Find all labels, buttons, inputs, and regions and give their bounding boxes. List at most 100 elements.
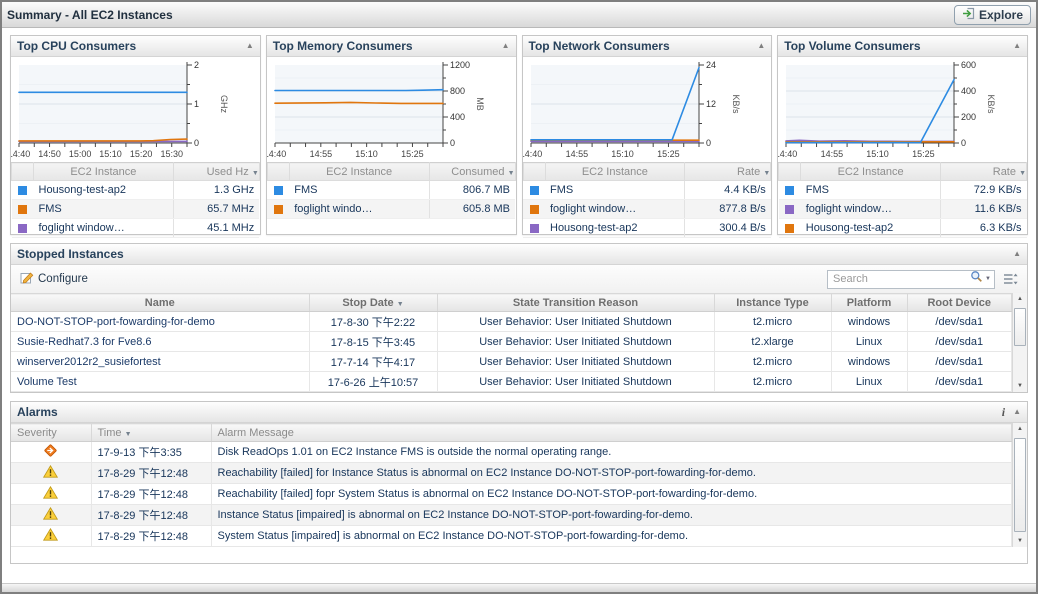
col-root-device[interactable]: Root Device [907,293,1012,312]
col-ec2-instance[interactable]: EC2 Instance [288,162,430,181]
instance-name[interactable]: foglight window… [545,199,685,219]
explore-button[interactable]: Explore [953,4,1031,25]
search-input[interactable] [833,273,971,285]
col-severity[interactable]: Severity [11,423,92,442]
svg-text:0: 0 [961,138,966,148]
svg-text:15:20: 15:20 [130,149,153,159]
svg-text:14:40: 14:40 [11,149,30,159]
instance-name[interactable]: foglight windo… [289,199,429,219]
stopped-instance-row[interactable]: Susie-Redhat7.3 for Fve8.6 17-8-15 下午3:4… [11,331,1012,352]
volume-chart: 0 200 400 600 14:40 14:55 15:10 15:25 KB/s [775,59,1027,161]
stopped-table-area: Name Stop Date ▼ State Transition Reason… [11,293,1027,392]
consumer-row[interactable]: Housong-test-ap2 300.4 B/s [523,218,771,238]
instance-name[interactable]: FMS [33,199,174,219]
scroll-thumb[interactable] [1014,308,1026,346]
instance-value: 605.8 MB [428,199,515,219]
alarm-row[interactable]: 17-8-29 下午12:48 Reachability [failed] fo… [11,483,1012,505]
consumer-row[interactable]: FMS 65.7 MHz [11,199,260,219]
col-name[interactable]: Name [11,293,310,312]
stopped-instance-row[interactable]: Volume Test 17-6-26 上午10:57 User Behavio… [11,371,1012,392]
col-stop-date[interactable]: Stop Date ▼ [309,293,438,312]
alarm-time: 17-8-29 下午12:48 [91,504,212,526]
consumer-row[interactable]: foglight window… 877.8 B/s [523,199,771,219]
col-alarm-message[interactable]: Alarm Message [211,423,1012,442]
col-rate[interactable]: Rate ▼ [940,162,1027,181]
info-icon[interactable]: i [1001,404,1006,419]
alarm-row[interactable]: 17-8-29 下午12:48 System Status [impaired]… [11,525,1012,547]
col-rate[interactable]: Rate ▼ [684,162,772,181]
scroll-up-icon[interactable]: ▲ [1017,296,1023,302]
alarms-scrollbar[interactable]: ▲ ▼ [1012,423,1027,547]
col-ec2-instance[interactable]: EC2 Instance [544,162,686,181]
consumer-row[interactable]: foglight window… 11.6 KB/s [778,199,1027,219]
content: Top CPU Consumers ▲ 01214:4014:5015:0015… [2,28,1036,564]
search-options-caret-icon[interactable]: ▼ [985,276,991,282]
instance-name[interactable]: foglight window… [33,218,174,238]
stopped-scrollbar[interactable]: ▲ ▼ [1012,293,1027,392]
series-color-swatch [18,204,27,214]
col-ec2-instance[interactable]: EC2 Instance [33,162,174,181]
bottom-scroll-strip[interactable] [2,583,1036,592]
svg-text:0: 0 [194,138,199,148]
col-instance-type[interactable]: Instance Type [714,293,832,312]
instance-name[interactable]: FMS [800,180,941,200]
instance-name[interactable]: Housong-test-ap2 [800,218,941,238]
svg-text:400: 400 [450,112,465,122]
instance-name-link[interactable]: Volume Test [11,371,310,392]
alarm-row[interactable]: 17-8-29 下午12:48 Instance Status [impaire… [11,504,1012,526]
table-customizer-icon[interactable] [1003,273,1018,285]
collapse-icon[interactable]: ▲ [1013,407,1021,416]
col-consumed[interactable]: Consumed ▼ [428,162,516,181]
consumer-row[interactable]: FMS 4.4 KB/s [523,180,771,200]
instance-name[interactable]: foglight window… [800,199,941,219]
instance-value: 806.7 MB [428,180,515,200]
alarm-row[interactable]: 17-9-13 下午3:35 Disk ReadOps 1.01 on EC2 … [11,441,1012,463]
svg-text:800: 800 [450,86,465,96]
consumer-row[interactable]: foglight window… 45.1 MHz [11,218,260,238]
svg-text:14:55: 14:55 [309,149,332,159]
memory-consumers-table: EC2 Instance Consumed ▼ FMS 806.7 MB fog… [266,162,516,219]
consumer-row[interactable]: foglight windo… 605.8 MB [267,199,515,219]
consumer-row[interactable]: FMS 806.7 MB [267,180,515,200]
col-time[interactable]: Time ▼ [91,423,212,442]
svg-text:KB/s: KB/s [731,94,741,114]
collapse-icon[interactable]: ▲ [1013,249,1021,258]
scroll-thumb[interactable] [1014,438,1026,532]
instance-name-link[interactable]: winserver2012r2_susiefortest [11,351,310,372]
consumer-row[interactable]: FMS 72.9 KB/s [778,180,1027,200]
stop-date: 17-8-30 下午2:22 [309,311,438,332]
alarm-message: Disk ReadOps 1.01 on EC2 Instance FMS is… [211,441,1012,463]
col-platform[interactable]: Platform [831,293,908,312]
instance-name[interactable]: Housong-test-ap2 [33,180,174,200]
consumer-row[interactable]: Housong-test-ap2 6.3 KB/s [778,218,1027,238]
svg-text:0: 0 [450,138,455,148]
configure-button[interactable]: Configure [20,271,88,287]
instance-name-link[interactable]: DO-NOT-STOP-port-fowarding-for-demo [11,311,310,332]
consumer-row[interactable]: Housong-test-ap2 1.3 GHz [11,180,260,200]
instance-name-link[interactable]: Susie-Redhat7.3 for Fve8.6 [11,331,310,352]
instance-name[interactable]: FMS [289,180,429,200]
alarm-row[interactable]: 17-8-29 下午12:48 Reachability [failed] fo… [11,462,1012,484]
series-color-swatch [785,185,795,195]
instance-name[interactable]: FMS [545,180,685,200]
scroll-up-icon[interactable]: ▲ [1017,426,1023,432]
collapse-icon[interactable]: ▲ [245,41,254,50]
col-ec2-instance[interactable]: EC2 Instance [800,162,941,181]
collapse-icon[interactable]: ▲ [757,41,766,50]
collapse-icon[interactable]: ▲ [501,41,510,50]
series-color-swatch [785,204,795,214]
stopped-instance-row[interactable]: DO-NOT-STOP-port-fowarding-for-demo 17-8… [11,311,1012,332]
col-used-hz[interactable]: Used Hz ▼ [172,162,260,181]
svg-text:15:25: 15:25 [657,149,680,159]
scroll-down-icon[interactable]: ▼ [1017,383,1023,389]
svg-text:15:25: 15:25 [912,149,935,159]
instance-value: 4.4 KB/s [684,180,771,200]
svg-text:600: 600 [961,60,976,70]
col-state-transition-reason[interactable]: State Transition Reason [437,293,715,312]
stopped-instance-row[interactable]: winserver2012r2_susiefortest 17-7-14 下午4… [11,351,1012,372]
search-icon[interactable] [970,270,983,288]
panel-title: Top Memory Consumers [272,39,413,53]
instance-name[interactable]: Housong-test-ap2 [545,218,685,238]
collapse-icon[interactable]: ▲ [1013,41,1021,50]
scroll-down-icon[interactable]: ▼ [1017,538,1023,544]
